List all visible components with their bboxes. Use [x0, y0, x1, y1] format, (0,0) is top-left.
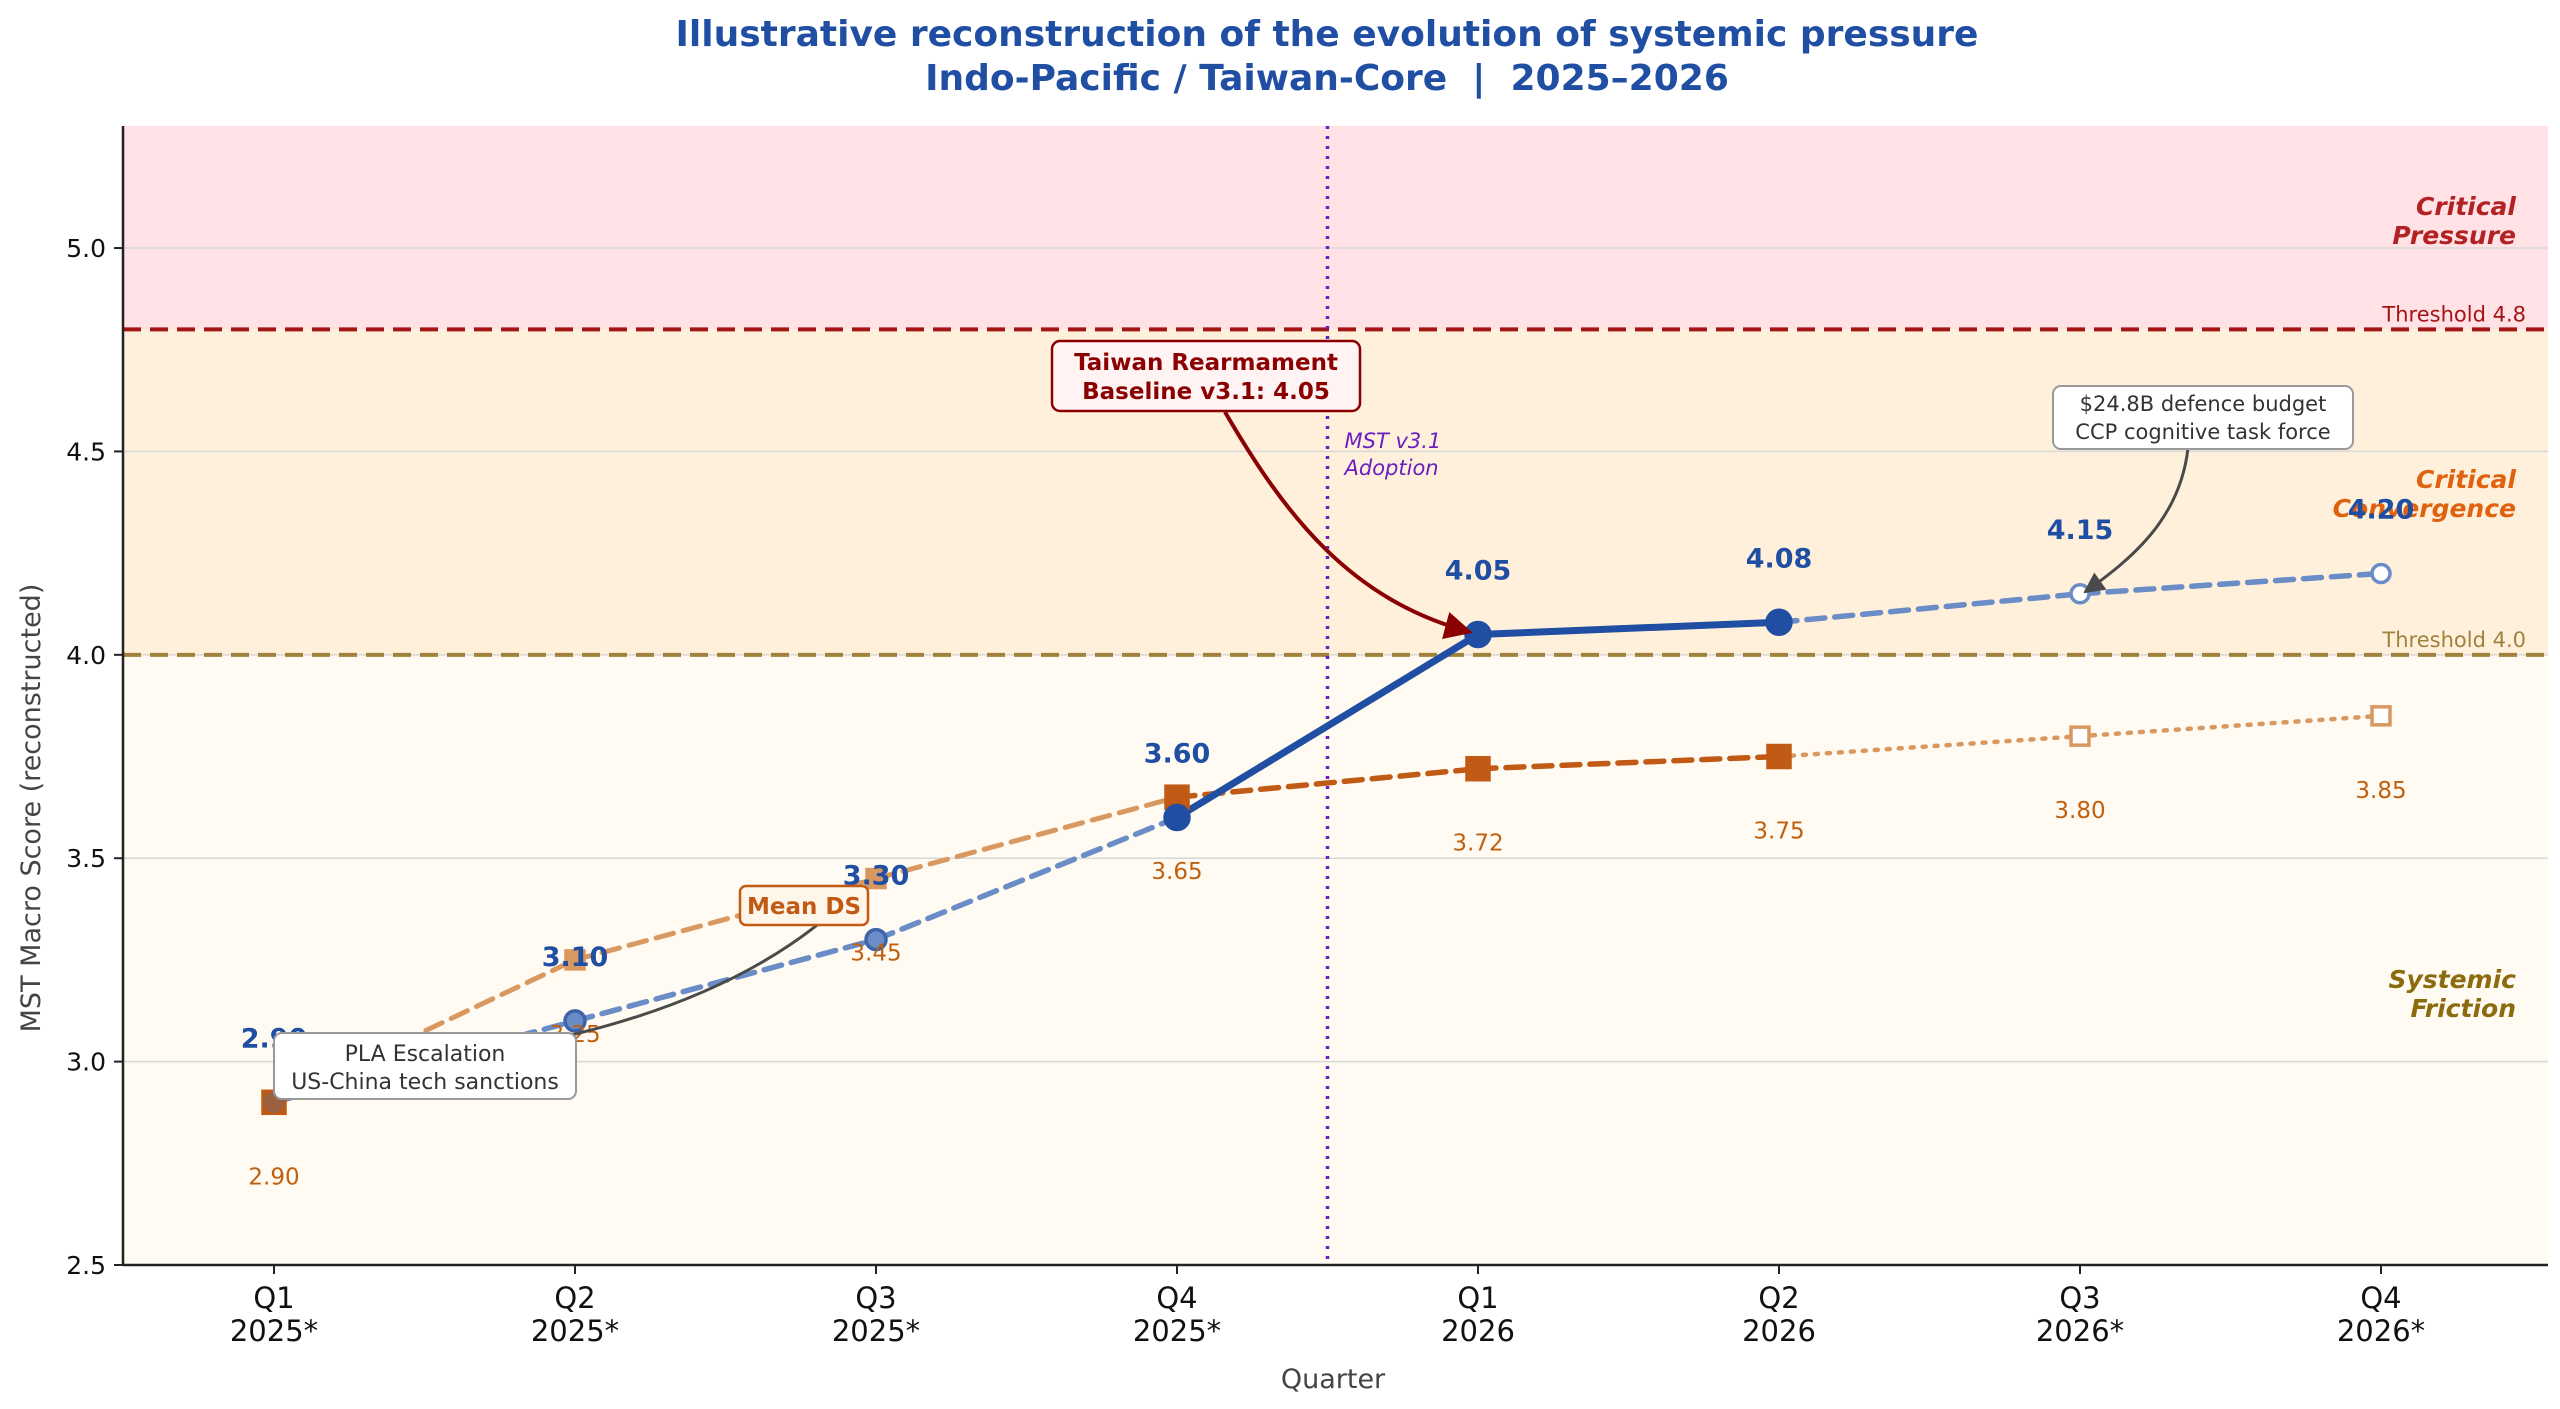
divider-label: MST v3.1 Adoption — [1343, 429, 1442, 480]
version-divider: MST v3.1 Adoption — [1325, 126, 1442, 1265]
series-b-segment — [873, 794, 1180, 882]
y-tick-label: 5.0 — [66, 234, 106, 263]
series-b-marker — [2370, 705, 2392, 727]
y-axis-label: MST Macro Score (reconstructed) — [16, 584, 47, 1033]
series-a-segment — [1776, 591, 2083, 626]
annotation-box — [1050, 339, 1362, 413]
background-zones: Critical Pressure Critical Convergence Syste… — [123, 126, 2548, 1265]
x-tick-label: Q4 2026* — [2337, 1281, 2425, 1348]
series-a-marker — [1765, 608, 1793, 637]
axes: 2.5 3.0 3.5 4.0 4.5 5.0 Q1 2025* Q2 2025* Q3 2025* Q… — [66, 126, 2548, 1348]
chart-title-line2: Indo-Pacific / Taiwan-Core | 2025–2026 — [925, 58, 1729, 99]
zone-label: Critical Pressure — [2392, 192, 2516, 250]
series-a-segment — [1173, 630, 1482, 822]
series-a-value-label: 4.05 — [1445, 555, 1512, 586]
x-tick-label: Q2 2026 — [1742, 1281, 1816, 1348]
y-tick-label: 4.5 — [66, 437, 106, 466]
series-a-value-label: 4.15 — [2047, 515, 2114, 546]
x-tick-label: Q1 2025* — [230, 1281, 318, 1348]
x-axis-label: Quarter — [1281, 1364, 1386, 1395]
annotation-box — [2052, 385, 2354, 450]
series-b-segment — [1475, 753, 1782, 772]
y-tick-label: 3.0 — [66, 1048, 106, 1077]
series-a-marker — [1464, 620, 1492, 649]
series-b-marker — [564, 949, 586, 971]
series-a-value-label: 4.20 — [2348, 494, 2415, 525]
y-tick-label: 2.5 — [66, 1251, 106, 1280]
data-labels: 2.903.103.303.604.054.084.154.202.903.25… — [241, 494, 2415, 1190]
series-b-value-label: 3.75 — [1753, 819, 1804, 845]
series-a-marker — [864, 927, 888, 952]
zone-label: Critical Convergence — [2333, 465, 2517, 523]
zone-band — [123, 126, 2548, 330]
series-a-marker — [1163, 803, 1191, 832]
x-tick-label: Q2 2025* — [531, 1281, 619, 1348]
series-b-marker — [1766, 743, 1792, 770]
series-a-segment — [2077, 570, 2384, 597]
annotation-text: $24.8B defence budget CCP cognitive task … — [2075, 392, 2330, 444]
series-b-marker — [2069, 725, 2091, 747]
chart-title-line1: Illustrative reconstruction of the evolu… — [676, 14, 1979, 55]
annotation-text: PLA Escalation US-China tech sanctions — [291, 1042, 559, 1095]
zone-band — [123, 654, 2548, 1265]
series-b-value-label: 2.90 — [248, 1164, 299, 1190]
x-tick-label: Q4 2025* — [1133, 1281, 1221, 1348]
threshold-label: Threshold 4.8 — [2381, 302, 2526, 326]
series-b-value-label: 3.45 — [850, 941, 901, 967]
annotation-box — [273, 1032, 577, 1100]
series-b-segment — [1776, 733, 2083, 759]
y-tick-label: 3.5 — [66, 844, 106, 873]
annotations: Taiwan Rearmament Baseline v3.1: 4.05 $24.… — [273, 339, 2354, 1100]
series-a-segment — [1474, 618, 1783, 638]
series-a-segment — [873, 814, 1180, 943]
threshold-label: Threshold 4.0 — [2381, 628, 2526, 652]
series-b-marker — [1465, 755, 1491, 782]
threshold-lines: Threshold 4.8 Threshold 4.0 — [123, 302, 2548, 657]
x-tick-label: Q3 2025* — [832, 1281, 920, 1348]
series-b-segment — [2077, 713, 2384, 739]
series-a-value-label: 3.10 — [542, 942, 609, 973]
series-b-value-label: 3.65 — [1151, 859, 1202, 885]
series-a-marker — [2370, 562, 2392, 585]
series-a-value-label: 3.60 — [1144, 739, 1211, 770]
annotation-text: Mean DS — [747, 894, 861, 920]
x-tick-label: Q3 2026* — [2036, 1281, 2124, 1348]
x-tick-label: Q1 2026 — [1441, 1281, 1515, 1348]
series-b-value-label: 3.72 — [1452, 831, 1503, 857]
series-b-value-label: 3.80 — [2054, 798, 2105, 824]
zone-label: Systemic Friction — [2388, 965, 2516, 1023]
series-a-marker — [2069, 583, 2091, 605]
series-b-segment — [1174, 765, 1481, 800]
annotation-arrow — [1223, 410, 1473, 640]
annotation-text: Taiwan Rearmament Baseline v3.1: 4.05 — [1074, 350, 1338, 405]
annotation-arrow — [2083, 447, 2190, 594]
series-b-value-label: 3.85 — [2355, 778, 2406, 804]
series-b-marker — [865, 867, 887, 890]
y-tick-label: 4.0 — [66, 641, 106, 670]
series-a-marker — [563, 1009, 587, 1033]
annotation-box — [738, 884, 870, 927]
series-a-value-label: 4.08 — [1746, 543, 1813, 574]
